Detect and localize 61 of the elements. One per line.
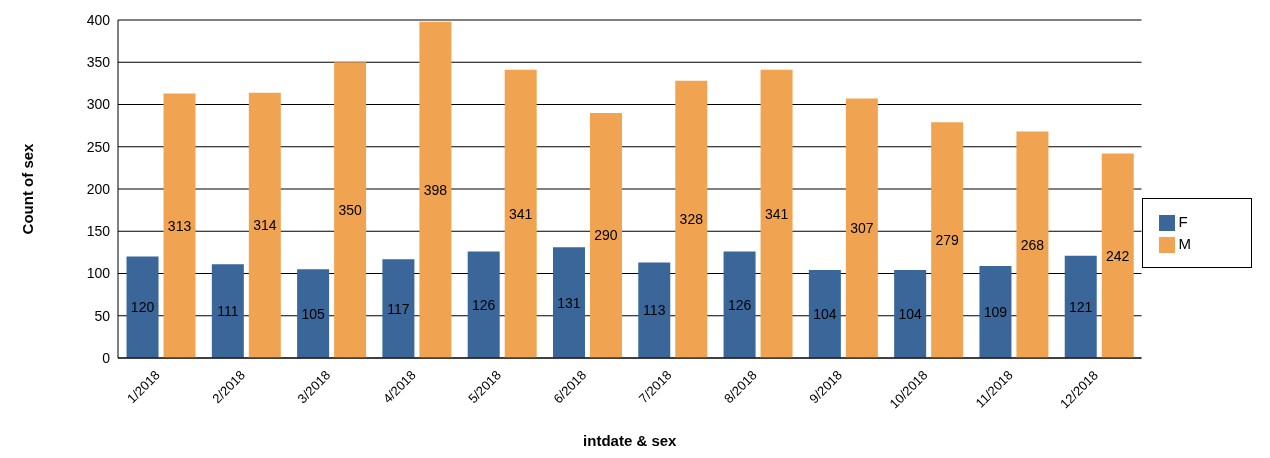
bar bbox=[845, 98, 878, 358]
data-label: 121 bbox=[1069, 298, 1093, 315]
bar bbox=[1016, 131, 1049, 358]
bar bbox=[297, 269, 330, 358]
y-tick-label: 100 bbox=[86, 265, 111, 282]
data-label: 398 bbox=[423, 181, 448, 198]
legend-label: F bbox=[1178, 213, 1188, 230]
data-label: 341 bbox=[509, 205, 533, 222]
bar bbox=[126, 256, 159, 358]
data-label: 109 bbox=[983, 303, 1008, 320]
data-label: 350 bbox=[338, 202, 363, 219]
data-label: 268 bbox=[1020, 236, 1045, 253]
bar bbox=[1101, 153, 1134, 358]
data-label: 279 bbox=[935, 232, 960, 249]
data-label: 120 bbox=[130, 299, 155, 316]
bar bbox=[638, 262, 671, 358]
bar bbox=[723, 251, 756, 358]
data-label: 126 bbox=[472, 296, 496, 313]
data-label: 313 bbox=[167, 217, 192, 234]
data-label: 314 bbox=[253, 217, 277, 234]
data-label: 290 bbox=[594, 227, 618, 244]
x-axis-title: intdate & sex bbox=[583, 432, 678, 449]
data-label: 242 bbox=[1106, 247, 1130, 264]
y-tick-label: 200 bbox=[86, 180, 111, 197]
data-label: 104 bbox=[813, 306, 837, 323]
data-label: 126 bbox=[727, 296, 752, 313]
data-label: 105 bbox=[301, 305, 326, 322]
bar bbox=[808, 270, 841, 358]
data-label: 111 bbox=[217, 303, 239, 320]
bar bbox=[163, 93, 196, 358]
bar bbox=[248, 92, 281, 358]
y-tick-label: 350 bbox=[86, 54, 111, 71]
bar bbox=[552, 247, 585, 358]
y-tick-label: 250 bbox=[86, 138, 111, 155]
data-label: 104 bbox=[898, 306, 923, 323]
bar bbox=[419, 21, 452, 358]
data-label: 131 bbox=[557, 294, 581, 311]
y-tick-label: 150 bbox=[86, 223, 111, 240]
y-tick-label: 400 bbox=[86, 11, 111, 28]
y-tick-label: 300 bbox=[86, 96, 111, 113]
bar bbox=[894, 270, 927, 358]
legend-label: M bbox=[1178, 235, 1191, 252]
bar bbox=[334, 62, 367, 358]
bar bbox=[467, 251, 500, 358]
bar bbox=[760, 69, 793, 358]
bar bbox=[979, 265, 1012, 358]
bar bbox=[589, 112, 622, 358]
bar bbox=[504, 69, 537, 358]
data-label: 328 bbox=[679, 211, 704, 228]
y-axis-title: Count of sex bbox=[19, 142, 37, 235]
bar bbox=[382, 259, 415, 358]
data-label: 341 bbox=[764, 205, 789, 222]
bar bbox=[1064, 255, 1097, 358]
y-tick-label: 50 bbox=[94, 307, 111, 324]
y-tick-label: 0 bbox=[102, 349, 111, 366]
data-label: 113 bbox=[643, 302, 666, 319]
bar bbox=[211, 264, 244, 358]
data-label: 307 bbox=[850, 220, 874, 237]
bar bbox=[675, 80, 708, 358]
data-label: 117 bbox=[387, 300, 410, 317]
bar bbox=[931, 122, 964, 358]
